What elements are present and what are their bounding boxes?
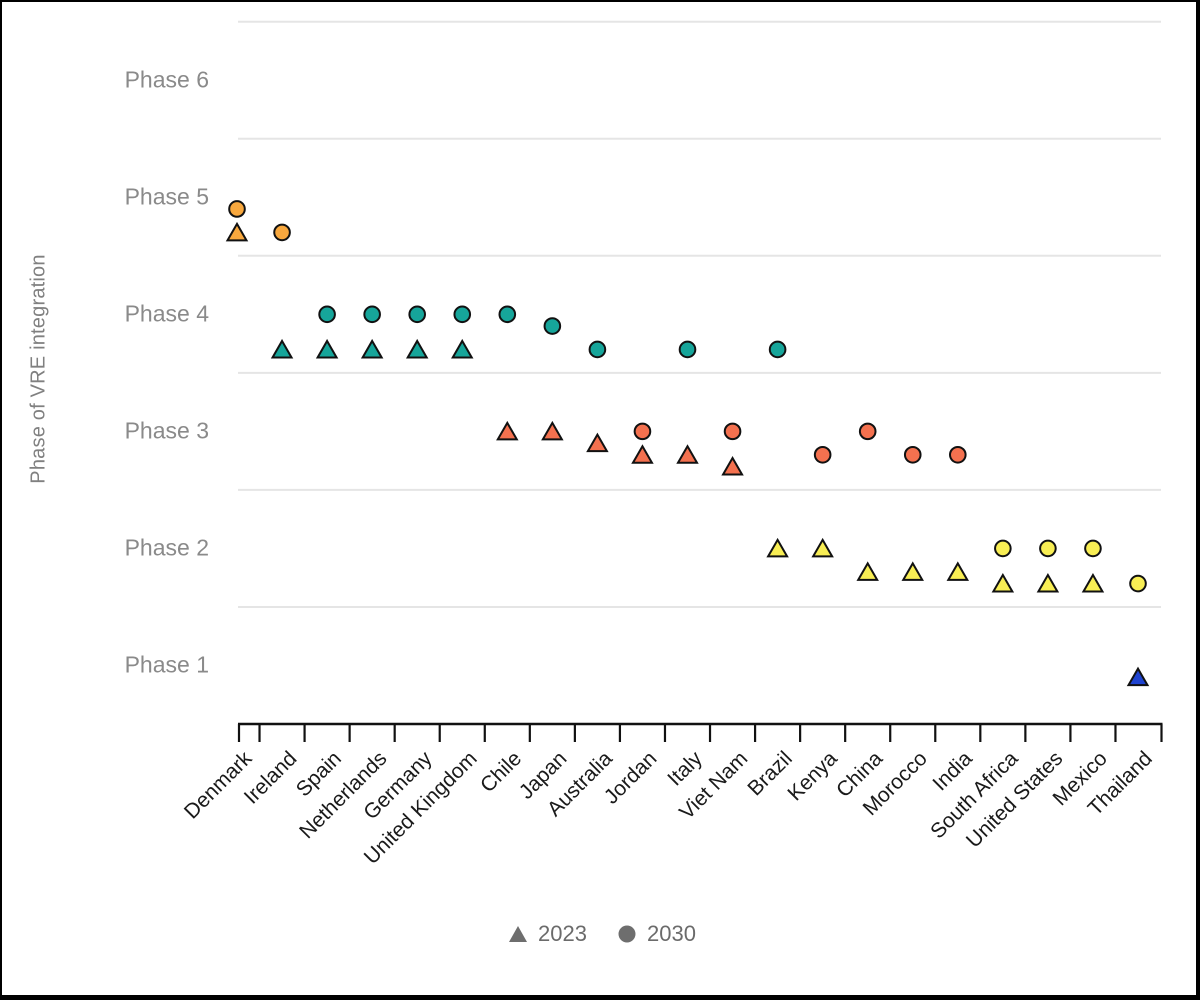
y-tick-label-phase-6: Phase 6 — [124, 66, 209, 93]
marker-brazil-2030 — [768, 340, 787, 359]
marker-ireland-2023 — [270, 338, 294, 359]
marker-viet-nam-2023 — [721, 455, 744, 476]
y-tick-label-phase-3: Phase 3 — [124, 417, 209, 444]
marker-japan-2023 — [541, 420, 564, 441]
marker-netherlands-2023 — [360, 338, 384, 359]
marker-united-kingdom-2030 — [453, 305, 472, 324]
marker-united-states-2030 — [1039, 539, 1057, 558]
marker-chile-2023 — [496, 420, 519, 441]
marker-mexico-2023 — [1081, 573, 1105, 593]
marker-japan-2030 — [543, 317, 562, 335]
legend-label-2023: 2023 — [538, 921, 587, 946]
marker-spain-2030 — [318, 305, 336, 324]
marker-south-africa-2030 — [994, 539, 1012, 558]
legend: 2023 2030 — [2, 914, 1196, 954]
marker-jordan-2030 — [633, 422, 652, 441]
marker-thailand-2023 — [1126, 666, 1150, 687]
y-tick-label-phase-4: Phase 4 — [124, 300, 209, 327]
marker-south-africa-2023 — [991, 573, 1015, 593]
marker-italy-2023 — [676, 444, 699, 464]
marker-denmark-2030 — [228, 200, 246, 218]
legend-item-2030: 2030 — [617, 921, 696, 947]
marker-viet-nam-2030 — [723, 422, 742, 441]
marker-australia-2030 — [588, 340, 607, 359]
marker-brazil-2023 — [766, 537, 789, 558]
y-axis-title: Phase of VRE integration — [27, 254, 50, 484]
marker-united-kingdom-2023 — [451, 338, 474, 359]
marker-denmark-2023 — [225, 221, 249, 242]
marker-china-2030 — [858, 422, 877, 441]
marker-kenya-2030 — [813, 445, 832, 464]
marker-chile-2030 — [498, 305, 517, 324]
marker-india-2030 — [949, 445, 967, 464]
marker-italy-2030 — [678, 340, 697, 359]
legend-item-2023: 2023 — [508, 921, 587, 947]
marker-mexico-2030 — [1084, 539, 1102, 558]
marker-thailand-2030 — [1129, 574, 1147, 593]
y-tick-label-phase-1: Phase 1 — [124, 651, 209, 678]
marker-germany-2030 — [408, 305, 427, 324]
marker-china-2023 — [856, 561, 879, 581]
marker-jordan-2023 — [631, 444, 654, 464]
circle-icon — [618, 925, 636, 943]
y-tick-label-phase-2: Phase 2 — [124, 534, 209, 561]
marker-india-2023 — [946, 561, 970, 581]
marker-united-states-2023 — [1036, 573, 1060, 593]
marker-spain-2023 — [315, 338, 339, 359]
legend-label-2030: 2030 — [647, 921, 696, 946]
marker-morocco-2023 — [901, 561, 924, 581]
y-tick-label-phase-5: Phase 5 — [124, 183, 209, 210]
marker-morocco-2030 — [903, 445, 922, 464]
triangle-icon — [509, 926, 528, 942]
marker-australia-2023 — [586, 432, 609, 453]
marker-germany-2023 — [405, 338, 429, 359]
marker-kenya-2023 — [811, 537, 834, 558]
marker-ireland-2030 — [273, 223, 291, 242]
marker-netherlands-2030 — [363, 305, 381, 324]
